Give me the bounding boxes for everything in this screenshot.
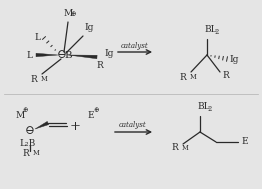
Text: E: E bbox=[88, 111, 94, 119]
Text: ⊕: ⊕ bbox=[93, 106, 99, 114]
Text: R: R bbox=[222, 71, 229, 81]
Text: L₂B: L₂B bbox=[20, 139, 36, 147]
Text: 2: 2 bbox=[207, 105, 211, 113]
Text: Ig: Ig bbox=[229, 54, 238, 64]
Text: L: L bbox=[26, 50, 32, 60]
Text: 2: 2 bbox=[214, 28, 218, 36]
Text: catalyst: catalyst bbox=[119, 121, 147, 129]
Text: BL: BL bbox=[197, 102, 210, 111]
Text: M: M bbox=[190, 73, 197, 81]
Text: R: R bbox=[179, 73, 186, 81]
Text: M: M bbox=[41, 75, 48, 83]
Text: M: M bbox=[15, 111, 25, 119]
Text: M: M bbox=[63, 9, 73, 18]
Text: E: E bbox=[241, 138, 248, 146]
Text: ⊕: ⊕ bbox=[70, 10, 76, 18]
Text: M: M bbox=[182, 144, 189, 152]
Text: R: R bbox=[22, 149, 29, 157]
Text: ⊕: ⊕ bbox=[22, 106, 28, 114]
Text: B: B bbox=[64, 51, 72, 60]
Text: BL: BL bbox=[204, 25, 217, 34]
Text: R: R bbox=[30, 74, 37, 84]
Polygon shape bbox=[35, 121, 49, 129]
Text: M: M bbox=[33, 149, 40, 157]
Text: +: + bbox=[69, 121, 80, 133]
Text: L: L bbox=[34, 33, 40, 42]
Text: Ig: Ig bbox=[104, 50, 113, 59]
Polygon shape bbox=[36, 53, 58, 57]
Text: ⊖: ⊖ bbox=[57, 49, 67, 61]
Text: catalyst: catalyst bbox=[121, 42, 149, 50]
Text: Ig: Ig bbox=[84, 23, 93, 32]
Text: ⊖: ⊖ bbox=[25, 125, 35, 138]
Text: R: R bbox=[97, 61, 103, 70]
Text: R: R bbox=[171, 143, 178, 153]
Polygon shape bbox=[68, 55, 97, 59]
